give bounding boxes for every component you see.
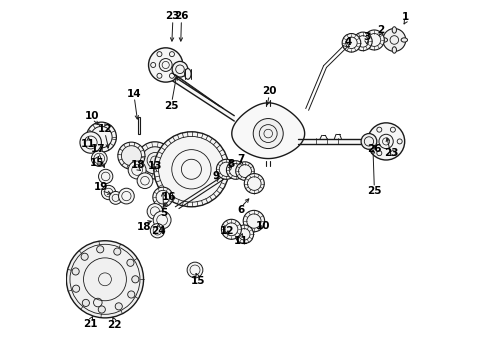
Circle shape — [235, 225, 253, 244]
Text: 21: 21 — [83, 319, 98, 329]
Circle shape — [172, 62, 188, 77]
Text: 17: 17 — [91, 144, 106, 154]
Ellipse shape — [185, 68, 191, 79]
Circle shape — [253, 118, 283, 149]
Circle shape — [226, 161, 245, 179]
Circle shape — [147, 203, 163, 219]
Text: 26: 26 — [174, 12, 189, 21]
Circle shape — [80, 132, 101, 153]
Circle shape — [243, 210, 265, 232]
Circle shape — [136, 142, 173, 179]
Circle shape — [101, 185, 116, 200]
Text: 8: 8 — [227, 159, 234, 169]
Circle shape — [119, 188, 134, 204]
Text: 15: 15 — [90, 158, 104, 168]
Text: 16: 16 — [162, 192, 176, 202]
Circle shape — [221, 219, 242, 239]
Circle shape — [97, 246, 104, 253]
Circle shape — [72, 268, 79, 275]
Ellipse shape — [392, 27, 396, 33]
Circle shape — [187, 262, 203, 278]
Text: 23: 23 — [384, 148, 399, 158]
Circle shape — [98, 169, 113, 184]
Text: 12: 12 — [98, 124, 112, 134]
Text: 6: 6 — [238, 205, 245, 215]
Ellipse shape — [392, 47, 396, 53]
Circle shape — [114, 248, 121, 255]
Circle shape — [81, 253, 88, 260]
Circle shape — [137, 173, 153, 189]
Text: 23: 23 — [166, 12, 180, 21]
Text: 11: 11 — [81, 139, 96, 149]
Text: 18: 18 — [130, 160, 145, 170]
Ellipse shape — [381, 38, 388, 42]
Circle shape — [245, 174, 264, 194]
Circle shape — [368, 123, 405, 160]
Text: 11: 11 — [234, 236, 249, 246]
Polygon shape — [232, 103, 305, 158]
Circle shape — [115, 303, 122, 310]
Text: 10: 10 — [85, 111, 99, 121]
Circle shape — [86, 122, 117, 152]
Circle shape — [122, 146, 142, 166]
Text: 18: 18 — [137, 222, 151, 232]
Bar — [138, 117, 140, 134]
Text: 3: 3 — [363, 32, 370, 42]
Text: 25: 25 — [367, 186, 382, 197]
Text: 7: 7 — [238, 154, 245, 163]
Text: 13: 13 — [147, 161, 162, 171]
Circle shape — [132, 276, 139, 283]
Circle shape — [142, 147, 169, 174]
Circle shape — [128, 161, 146, 179]
Text: 2: 2 — [377, 25, 384, 35]
Circle shape — [217, 159, 237, 179]
Text: 1: 1 — [402, 13, 409, 22]
Text: 5: 5 — [160, 208, 167, 218]
Circle shape — [109, 192, 122, 204]
Circle shape — [150, 224, 165, 238]
Circle shape — [354, 32, 372, 51]
Text: 26: 26 — [367, 144, 382, 154]
Text: 9: 9 — [213, 171, 220, 181]
Circle shape — [383, 28, 406, 51]
Text: 22: 22 — [107, 320, 122, 330]
Text: 15: 15 — [191, 276, 205, 286]
Circle shape — [66, 241, 144, 318]
Text: 20: 20 — [262, 86, 276, 96]
Circle shape — [236, 162, 254, 180]
Circle shape — [92, 151, 107, 166]
Text: 14: 14 — [127, 89, 142, 99]
Circle shape — [342, 33, 361, 52]
Circle shape — [73, 285, 80, 292]
Text: 25: 25 — [165, 101, 179, 111]
Circle shape — [127, 259, 134, 266]
Circle shape — [364, 30, 384, 50]
Circle shape — [153, 211, 171, 229]
Text: 19: 19 — [94, 182, 109, 192]
Circle shape — [128, 291, 135, 298]
Circle shape — [148, 48, 183, 82]
Ellipse shape — [401, 38, 408, 42]
Circle shape — [118, 142, 145, 169]
Text: 4: 4 — [345, 37, 352, 48]
Circle shape — [154, 132, 229, 207]
Text: 24: 24 — [151, 226, 166, 236]
Text: 10: 10 — [256, 221, 270, 231]
Circle shape — [361, 134, 377, 149]
Circle shape — [82, 299, 90, 306]
Circle shape — [98, 306, 105, 313]
Text: 12: 12 — [220, 226, 234, 236]
Circle shape — [153, 187, 173, 207]
